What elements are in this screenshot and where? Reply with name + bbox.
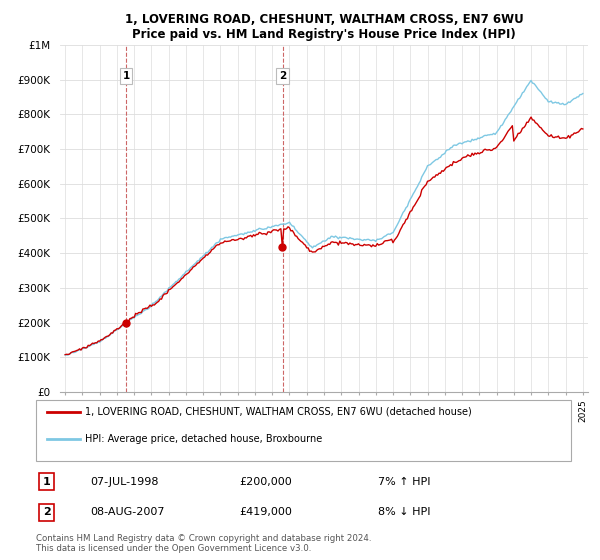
Text: 2: 2 [43, 507, 50, 517]
Text: 07-JUL-1998: 07-JUL-1998 [91, 477, 159, 487]
Text: HPI: Average price, detached house, Broxbourne: HPI: Average price, detached house, Brox… [85, 435, 322, 445]
Text: 1, LOVERING ROAD, CHESHUNT, WALTHAM CROSS, EN7 6WU (detached house): 1, LOVERING ROAD, CHESHUNT, WALTHAM CROS… [85, 407, 472, 417]
FancyBboxPatch shape [35, 399, 571, 461]
Text: 1: 1 [43, 477, 50, 487]
Text: £200,000: £200,000 [240, 477, 293, 487]
Text: 2: 2 [279, 71, 286, 81]
Text: 1: 1 [122, 71, 130, 81]
Title: 1, LOVERING ROAD, CHESHUNT, WALTHAM CROSS, EN7 6WU
Price paid vs. HM Land Regist: 1, LOVERING ROAD, CHESHUNT, WALTHAM CROS… [125, 13, 523, 41]
Text: £419,000: £419,000 [240, 507, 293, 517]
Text: 7% ↑ HPI: 7% ↑ HPI [378, 477, 430, 487]
Text: Contains HM Land Registry data © Crown copyright and database right 2024.
This d: Contains HM Land Registry data © Crown c… [35, 534, 371, 553]
Text: 8% ↓ HPI: 8% ↓ HPI [378, 507, 430, 517]
Text: 08-AUG-2007: 08-AUG-2007 [91, 507, 165, 517]
